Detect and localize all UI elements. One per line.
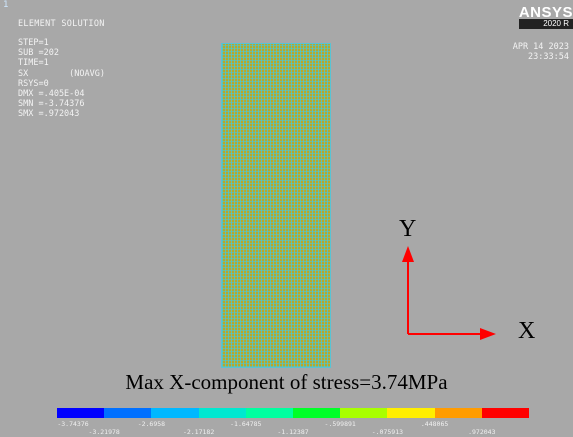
legend-tick-label: -3.21978 [88,428,120,436]
legend-swatch [104,408,152,418]
legend-tick-label: -.599891 [324,420,356,428]
legend-tick-label: -.075913 [371,428,404,436]
x-axis-label: X [518,318,536,344]
info-line: DMX =.405E-04 [18,89,85,100]
legend-swatch [151,408,199,418]
info-line: SX (NOAVG) [18,68,105,79]
solution-title: ELEMENT SOLUTION [18,19,105,29]
logo-name: ANSYS [518,4,573,21]
timestamp: APR 14 2023 23:33:54 [513,42,569,62]
legend-swatch [387,408,435,418]
coordinate-axes: Y X [390,210,550,360]
info-line: STEP=1 [18,38,49,48]
solution-info: STEP=1 SUB =202 TIME=1 SX (NOAVG) RSYS=0 DMX … [18,38,105,120]
legend-swatch [198,408,246,418]
y-arrow-head [402,246,414,262]
date-text: APR 14 2023 [512,42,569,52]
ansys-logo: ANSYS 2020 R [518,4,573,29]
legend-tick-label: -2.17182 [182,428,215,436]
info-line: SUB =202 [18,48,59,59]
logo-version: 2020 R [518,19,573,29]
legend-swatch [245,408,294,418]
info-line: TIME=1 [18,58,49,69]
info-line: SMN =-3.74376 [18,99,85,110]
legend-swatch [434,408,482,418]
x-arrow-head [480,328,496,340]
legend-swatch [340,408,388,418]
legend-tick-label: -3.74376 [57,420,89,428]
info-line: SMX =.972043 [18,109,80,120]
mesh-plate[interactable] [221,43,331,368]
time-text: 23:33:54 [528,52,569,63]
legend-tick-label: -1.64785 [230,420,262,428]
contour-legend [57,408,530,418]
window-number: 1 [3,0,9,10]
info-line: RSYS=0 [18,78,49,89]
legend-tick-label: -1.12387 [277,428,309,436]
y-axis-label: Y [399,216,417,242]
legend-tick-label: -2.6958 [137,420,166,428]
stress-caption: Max X-component of stress=3.74MPa [125,370,448,394]
legend-tick-label: .972043 [468,428,496,436]
axes-arrows [402,246,496,340]
legend-tick-label: .448065 [420,420,449,428]
legend-swatch [57,408,105,418]
legend-swatch [481,408,530,418]
legend-swatch [293,408,341,418]
